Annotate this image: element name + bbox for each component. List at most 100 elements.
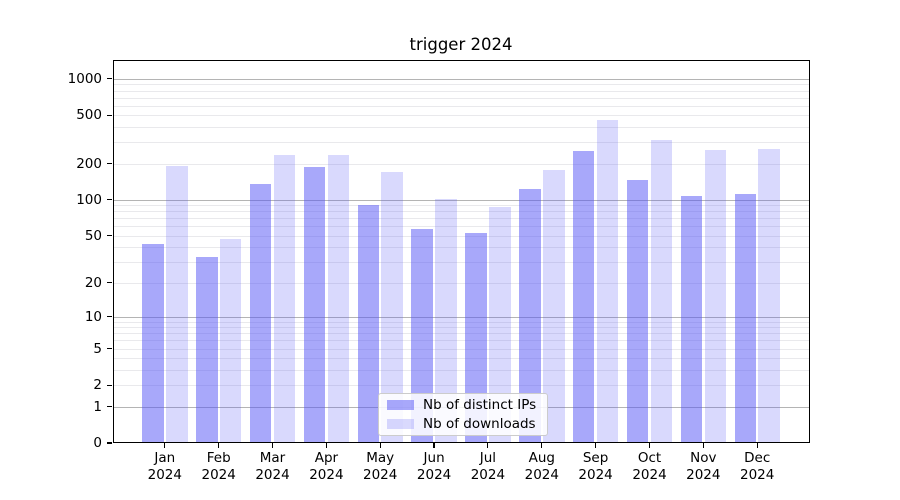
x-tick-mark-sep <box>595 443 597 448</box>
gridline-minor-200 <box>113 163 810 165</box>
gridline-minor-300 <box>113 142 810 144</box>
y-tick-mark-5 <box>107 348 112 350</box>
x-tick-label-nov: Nov 2024 <box>673 450 733 483</box>
gridline-minor-20 <box>113 282 810 284</box>
gridline-minor-7 <box>113 333 810 335</box>
gridline-minor-3 <box>113 369 810 371</box>
x-tick-mark-aug <box>541 443 543 448</box>
y-tick-label-5: 5 <box>93 340 102 357</box>
bar-distinct-ips-jul <box>465 232 487 443</box>
chart-title: trigger 2024 <box>409 35 513 54</box>
bar-distinct-ips-mar <box>249 184 272 443</box>
bar-distinct-ips-aug <box>519 188 541 443</box>
x-tick-mark-jun <box>433 443 435 448</box>
gridline-minor-900 <box>113 84 810 86</box>
bar-distinct-ips-jun <box>411 229 433 443</box>
x-tick-year: 2024 <box>524 466 559 483</box>
x-tick-month: Jul <box>479 450 497 466</box>
bar-downloads-may <box>381 172 403 443</box>
bar-distinct-ips-oct <box>626 180 649 443</box>
y-tick-label-2: 2 <box>93 377 102 394</box>
bar-downloads-aug <box>543 169 565 443</box>
x-tick-year: 2024 <box>740 466 775 483</box>
x-tick-year: 2024 <box>632 466 667 483</box>
gridline-major-1000 <box>113 78 810 80</box>
y-tick-mark-10 <box>107 316 112 318</box>
bar-downloads-jan <box>166 165 188 443</box>
legend-row-distinct-ips: Nb of distinct IPs <box>379 397 547 413</box>
y-tick-label-0: 0 <box>93 435 102 451</box>
x-tick-year: 2024 <box>147 466 182 483</box>
legend-swatch-downloads <box>387 418 414 430</box>
gridline-major-10 <box>113 316 810 318</box>
y-tick-mark-20 <box>107 281 112 284</box>
bar-distinct-ips-apr <box>303 167 326 443</box>
x-tick-month: Sep <box>582 450 609 466</box>
y-tick-label-100: 100 <box>76 191 102 208</box>
x-tick-mark-may <box>379 443 381 448</box>
x-tick-year: 2024 <box>578 466 613 483</box>
y-tick-label-20: 20 <box>84 274 102 291</box>
x-tick-mark-jul <box>487 443 489 448</box>
x-tick-label-aug: Aug 2024 <box>512 450 572 483</box>
bar-downloads-nov <box>704 149 726 443</box>
y-tick-label-50: 50 <box>84 227 102 244</box>
bar-downloads-feb <box>219 238 242 443</box>
x-tick-label-oct: Oct 2024 <box>620 450 680 483</box>
x-tick-year: 2024 <box>309 466 344 483</box>
x-tick-year: 2024 <box>363 466 398 483</box>
x-tick-month: May <box>366 450 395 466</box>
gridline-minor-600 <box>113 105 810 107</box>
x-tick-mark-mar <box>271 443 274 448</box>
x-tick-mark-apr <box>325 443 327 448</box>
y-tick-mark-1000 <box>107 78 112 80</box>
y-tick-mark-100 <box>107 199 112 201</box>
gridline-minor-6 <box>113 340 810 342</box>
y-tick-mark-2 <box>107 384 112 386</box>
gridline-minor-30 <box>113 262 810 263</box>
legend-label-distinct-ips: Nb of distinct IPs <box>423 397 537 413</box>
gridline-minor-400 <box>113 127 810 129</box>
gridline-minor-700 <box>113 97 810 99</box>
y-tick-mark-1 <box>107 405 112 408</box>
x-tick-mark-dec <box>756 443 758 448</box>
bar-downloads-jun <box>435 198 457 443</box>
x-tick-year: 2024 <box>201 466 236 483</box>
gridline-minor-8 <box>113 327 810 329</box>
x-tick-month: Oct <box>637 450 662 466</box>
y-tick-mark-50 <box>107 235 112 237</box>
x-tick-month: Apr <box>314 450 339 466</box>
bar-distinct-ips-may <box>357 204 379 443</box>
bar-downloads-dec <box>758 148 780 443</box>
gridline-minor-40 <box>113 247 810 249</box>
x-tick-year: 2024 <box>255 466 290 483</box>
legend-label-downloads: Nb of downloads <box>423 416 536 432</box>
x-tick-month: Nov <box>690 450 717 466</box>
x-tick-month: Mar <box>259 450 286 466</box>
x-tick-mark-oct <box>648 443 651 448</box>
bar-downloads-apr <box>327 154 350 443</box>
x-tick-month: Feb <box>206 450 231 466</box>
bar-distinct-ips-jan <box>142 243 164 443</box>
gridline-minor-500 <box>113 115 810 117</box>
gridline-minor-90 <box>113 205 810 207</box>
x-tick-label-apr: Apr 2024 <box>296 450 356 483</box>
x-tick-label-mar: Mar 2024 <box>243 450 303 483</box>
gridline-minor-4 <box>113 358 810 360</box>
bar-distinct-ips-nov <box>680 195 703 443</box>
y-tick-mark-200 <box>107 162 112 165</box>
y-tick-label-1: 1 <box>93 398 102 415</box>
x-tick-mark-jan <box>164 443 166 448</box>
bar-downloads-mar <box>273 154 296 443</box>
x-tick-label-dec: Dec 2024 <box>727 450 787 483</box>
y-tick-label-200: 200 <box>76 155 102 172</box>
x-tick-month: Jun <box>423 450 445 466</box>
gridline-minor-5 <box>113 348 810 350</box>
y-tick-mark-0 <box>107 442 112 444</box>
legend: Nb of distinct IPs Nb of downloads <box>378 393 548 436</box>
y-tick-label-10: 10 <box>84 308 102 325</box>
x-tick-mark-feb <box>218 443 220 448</box>
gridline-minor-70 <box>113 218 810 220</box>
x-tick-label-may: May 2024 <box>350 450 410 483</box>
